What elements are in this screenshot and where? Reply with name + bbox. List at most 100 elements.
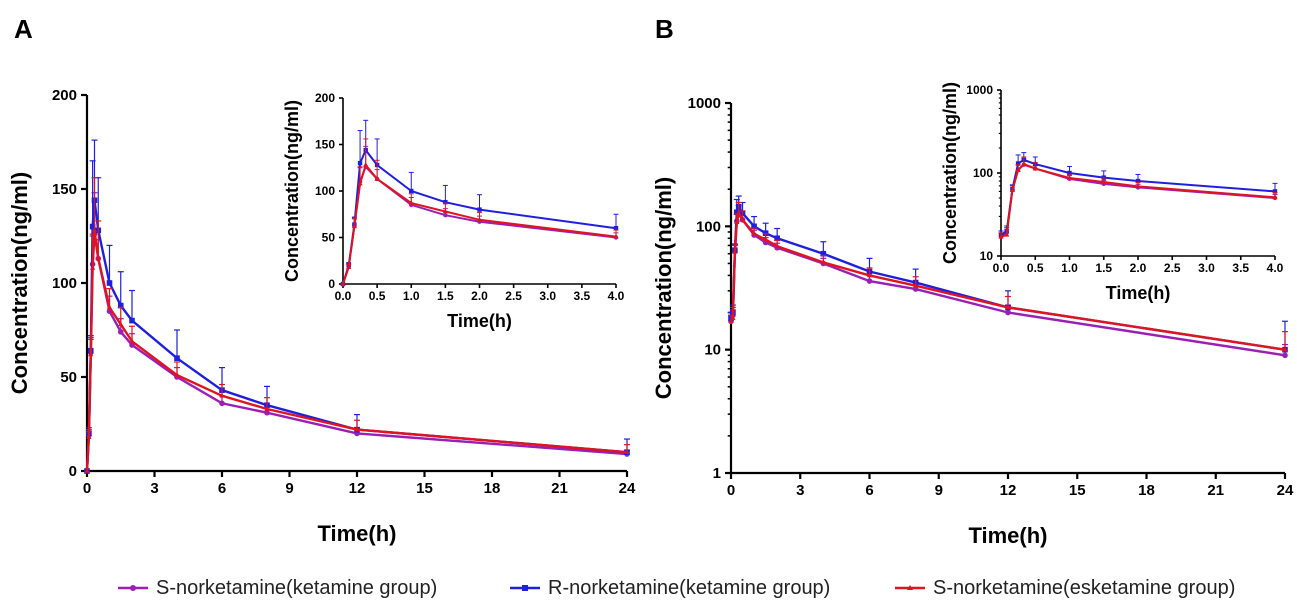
panel-a-main-series-3 [84, 177, 630, 473]
panel-b-main-data-point [739, 216, 746, 222]
panel-b-inset-x-tick-label: 2.5 [1164, 261, 1181, 275]
panel-b-main-x-tick-label: 6 [865, 482, 873, 499]
panel-a-main-data-point [129, 338, 135, 344]
panel-a-inset-x-tick-label: 2.5 [505, 289, 522, 303]
panel-a-inset-series-2 [340, 119, 619, 287]
panel-a-inset-data-point [477, 207, 482, 212]
panel-a-main-y-tick-label: 100 [52, 275, 77, 292]
panel-b-main-data-point [1005, 309, 1011, 316]
panel-a-main-data-point [117, 329, 124, 335]
panel-b-main-y-tick-label: 10 [704, 342, 721, 359]
panel-a-inset-data-point [613, 226, 619, 231]
panel-a-main-x-tick-label: 3 [150, 480, 158, 497]
panel-a-inset-y-tick-label: 100 [315, 184, 335, 198]
panel-b-inset-data-point [1015, 161, 1021, 166]
panel-a-inset-data-point [409, 188, 414, 194]
panel-b-main-y-axis-title: Concentration(ng/ml) [651, 177, 676, 399]
panel-a-main-series-line [85, 230, 628, 472]
panel-a-inset-data-point [476, 216, 483, 222]
panel-a-main-data-point [174, 355, 180, 361]
panel-b-main-data-point [820, 259, 826, 265]
panel-a-main-data-point [624, 449, 630, 454]
panel-b-inset-x-tick-label: 2.0 [1130, 261, 1147, 275]
panel-b-inset-x-tick-label: 3.0 [1198, 261, 1215, 275]
panel-b-inset-y-tick-label: 1000 [966, 83, 993, 97]
panel-b-main-data-point [1005, 304, 1011, 310]
panel-a-main-x-tick-label: 9 [285, 480, 293, 497]
panel-a-main-x-tick-label: 6 [218, 480, 226, 497]
panel-b-inset-data-point [1272, 194, 1278, 200]
legend-label: S-norketamine(esketamine group) [933, 577, 1235, 599]
panel-a-main-x-axis-title: Time(h) [317, 521, 396, 546]
panel-b-main-data-point [751, 230, 757, 236]
panel-a-main-data-point [89, 223, 96, 230]
panel-b-inset-y-tick-label: 100 [973, 166, 993, 180]
panel-a-inset-y-tick-label: 0 [328, 277, 335, 291]
panel-b-main-data-point [1282, 346, 1288, 352]
panel-b-inset-data-point [1004, 231, 1010, 237]
panel-b-inset-data-point [1272, 189, 1278, 194]
panel-b-inset-x-axis-title: Time(h) [1106, 283, 1171, 303]
panel-b-main-x-tick-label: 18 [1138, 482, 1155, 499]
panel-a-inset-y-axis-title: Concentration(ng/ml) [282, 100, 302, 282]
panel-a-inset-data-point [443, 212, 448, 218]
panel-b-main-data-point [913, 282, 919, 288]
panel-b-inset-data-point [1101, 178, 1107, 184]
panel-a-inset-data-point [442, 208, 448, 214]
panel-b-inset-series-3 [998, 156, 1278, 239]
chart-legend: S-norketamine(ketamine group) R-norketami… [118, 577, 1235, 599]
legend-label: S-norketamine(ketamine group) [156, 577, 437, 599]
panel-b-main-series-line [729, 209, 1286, 351]
panel-a-inset-data-point [340, 281, 346, 286]
panel-a-inset-x-tick-label: 2.0 [471, 289, 488, 303]
panel-a-inset-data-point [357, 180, 363, 186]
panel-a-inset-x-tick-label: 3.0 [539, 289, 556, 303]
panel-a-main-data-point [95, 255, 101, 261]
panel-a-inset-x-tick-label: 4.0 [608, 289, 625, 303]
panel-b-inset: 0.0 0.5 1.0 1.5 2.0 2.5 3.0 3.5 4.0 10 100 1000 Time… [940, 82, 1284, 303]
panel-b-inset-y-axis-title: Concentration(ng/ml) [940, 82, 960, 264]
legend-marker [130, 585, 136, 591]
panel-a-main-data-point [106, 304, 113, 310]
panel-b-main-x-tick-label: 15 [1069, 482, 1086, 499]
panel-a-main-data-point [84, 468, 90, 473]
legend-item-1: S-norketamine(ketamine group) [118, 577, 437, 599]
legend-item-3: S-norketamine(esketamine group) [895, 577, 1235, 599]
panel-b-main-data-point [762, 230, 769, 236]
panel-b-main-data-point [866, 272, 873, 278]
panel-b-inset-x-tick-label: 1.5 [1095, 261, 1112, 275]
panel-a-inset-data-point [363, 161, 369, 167]
panel-a-main-data-point [264, 409, 270, 416]
panel-b-main-x-tick-label: 3 [796, 482, 804, 499]
panel-a-main-x-tick-label: 21 [551, 480, 568, 497]
panel-a-inset-x-tick-label: 1.0 [403, 289, 420, 303]
panel-a-inset: 0.0 0.5 1.0 1.5 2.0 2.5 3.0 3.5 4.0 0 50 100 150 200 T… [282, 91, 625, 331]
legend-label: R-norketamine(ketamine group) [548, 577, 830, 599]
panel-b-main-data-point [866, 278, 873, 284]
panel-b-main-data-point [730, 315, 736, 320]
panel-a-inset-y-tick-label: 150 [315, 138, 335, 152]
panel-a-inset-x-tick-label: 3.5 [574, 289, 591, 303]
panel-a-inset-x-tick-label: 0.5 [369, 289, 386, 303]
panel-b-inset-x-tick-label: 1.0 [1061, 261, 1078, 275]
panel-b-inset-data-point [998, 233, 1004, 239]
panel-b-main-data-point [774, 235, 780, 242]
panel-b-inset-data-point [1066, 175, 1073, 180]
panel-a-main-data-point [88, 351, 94, 357]
panel-a-main-data-point [219, 392, 225, 398]
panel-a-inset-y-tick-label: 50 [322, 231, 336, 245]
panel-a-main-data-point [264, 405, 270, 411]
panel-b-main-data-point [820, 250, 827, 257]
panel-b-inset-data-point [1135, 178, 1141, 184]
panel-b-main-series-3 [728, 201, 1288, 352]
legend-marker [907, 585, 913, 590]
panel-b-inset-data-point [1135, 183, 1141, 189]
panel-a-inset-data-point [613, 233, 619, 239]
panel-b-main-x-tick-label: 0 [727, 482, 735, 499]
panel-b-main-data-point [736, 210, 742, 215]
panel-a-main-x-tick-label: 15 [416, 480, 433, 497]
panel-a-inset-series-3 [340, 138, 619, 286]
panel-a-inset-y-tick-label: 200 [315, 91, 335, 105]
panel-a-inset-x-tick-label: 0.0 [335, 289, 352, 303]
